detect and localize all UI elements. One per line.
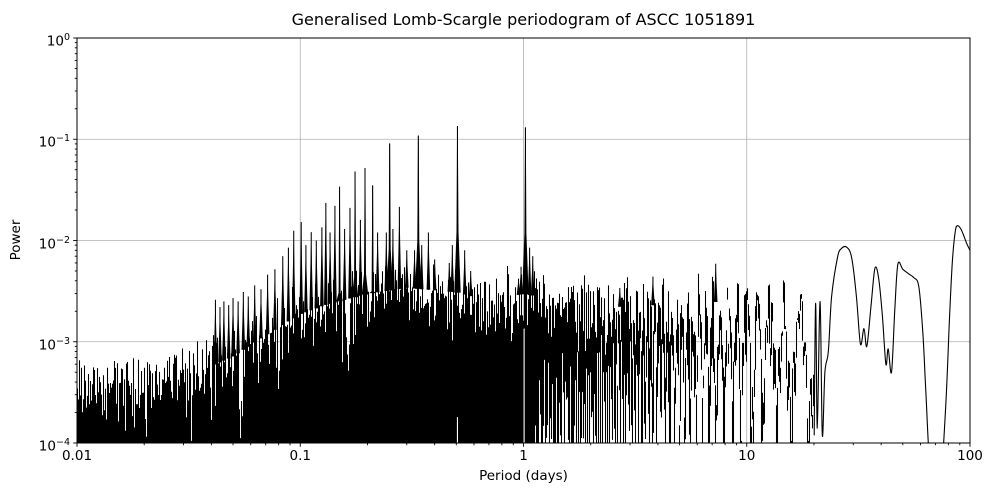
x-axis-label: Period (days) — [479, 468, 568, 484]
periodogram-curve — [77, 126, 970, 443]
axis-ticks — [73, 37, 971, 447]
x-tick-label: 0.1 — [289, 448, 311, 464]
x-tick-label: 100 — [957, 448, 983, 464]
y-tick-label: 10−1 — [38, 133, 70, 151]
chart-title: Generalised Lomb-Scargle periodogram of … — [291, 10, 756, 29]
y-tick-label: 10−3 — [38, 335, 70, 354]
y-tick-label: 10−4 — [38, 437, 70, 455]
x-tick-label: 1 — [519, 448, 528, 464]
y-tick-label: 10−2 — [38, 234, 70, 253]
x-tick-label: 0.01 — [61, 448, 93, 464]
x-tick-label: 10 — [738, 448, 756, 464]
y-tick-label: 100 — [46, 32, 70, 50]
